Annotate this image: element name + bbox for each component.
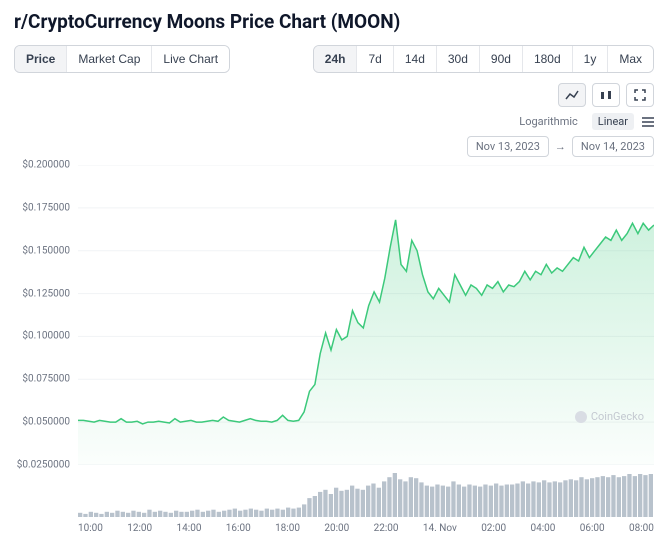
range-tab-1y[interactable]: 1y xyxy=(573,46,609,72)
candlestick-toggle-icon[interactable] xyxy=(592,83,620,107)
x-tick-label: 18:00 xyxy=(275,523,300,534)
y-tick-label: $0.075000 xyxy=(22,374,70,385)
y-tick-label: $0.100000 xyxy=(22,331,70,342)
range-tab-max[interactable]: Max xyxy=(608,46,653,72)
y-axis-labels: $0.200000$0.175000$0.150000$0.125000$0.1… xyxy=(14,165,74,465)
logarithmic-toggle[interactable]: Logarithmic xyxy=(513,113,584,130)
y-tick-label: $0.0250000 xyxy=(17,460,70,471)
x-tick-label: 16:00 xyxy=(226,523,251,534)
metric-tab-market-cap[interactable]: Market Cap xyxy=(67,46,152,72)
metric-tab-price[interactable]: Price xyxy=(15,46,67,72)
fullscreen-icon[interactable] xyxy=(626,83,654,107)
range-tab-30d[interactable]: 30d xyxy=(437,46,480,72)
y-tick-label: $0.125000 xyxy=(22,288,70,299)
range-tab-7d[interactable]: 7d xyxy=(357,46,393,72)
coingecko-icon xyxy=(575,411,587,423)
tool-row xyxy=(14,83,654,107)
date-from[interactable]: Nov 13, 2023 xyxy=(467,136,549,157)
x-tick-label: 14. Nov xyxy=(423,523,457,534)
controls-row: PriceMarket CapLive Chart 24h7d14d30d90d… xyxy=(14,45,654,73)
volume-bars xyxy=(78,469,654,517)
linear-toggle[interactable]: Linear xyxy=(592,113,634,130)
range-tab-24h[interactable]: 24h xyxy=(314,46,358,72)
price-chart: $0.200000$0.175000$0.150000$0.125000$0.1… xyxy=(14,165,654,465)
x-tick-label: 10:00 xyxy=(78,523,103,534)
line-chart-toggle-icon[interactable] xyxy=(558,83,586,107)
date-to[interactable]: Nov 14, 2023 xyxy=(572,136,654,157)
watermark: CoinGecko xyxy=(575,410,644,423)
x-tick-label: 02:00 xyxy=(481,523,506,534)
x-tick-label: 06:00 xyxy=(580,523,605,534)
page-title: r/CryptoCurrency Moons Price Chart (MOON… xyxy=(14,10,654,33)
y-tick-label: $0.200000 xyxy=(22,160,70,171)
x-tick-label: 14:00 xyxy=(177,523,202,534)
range-tab-14d[interactable]: 14d xyxy=(394,46,437,72)
metric-tab-live-chart[interactable]: Live Chart xyxy=(152,46,229,72)
range-tabs: 24h7d14d30d90d180d1yMax xyxy=(313,45,654,73)
x-tick-label: 08:00 xyxy=(629,523,654,534)
x-axis-labels: 10:00 12:00 14:00 16:00 18:00 20:00 22:00 14. N… xyxy=(14,523,654,534)
y-tick-label: $0.175000 xyxy=(22,202,70,213)
x-tick-label: 22:00 xyxy=(374,523,399,534)
y-tick-label: $0.050000 xyxy=(22,417,70,428)
volume-chart xyxy=(14,469,654,517)
date-row: Nov 13, 2023 → Nov 14, 2023 xyxy=(14,136,654,157)
x-tick-label: 20:00 xyxy=(324,523,349,534)
watermark-text: CoinGecko xyxy=(591,410,644,423)
y-tick-label: $0.150000 xyxy=(22,245,70,256)
menu-icon[interactable] xyxy=(642,117,654,127)
x-tick-label: 04:00 xyxy=(530,523,555,534)
chart-plot-area[interactable]: CoinGecko xyxy=(78,165,654,465)
range-tab-90d[interactable]: 90d xyxy=(480,46,523,72)
metric-tabs: PriceMarket CapLive Chart xyxy=(14,45,230,73)
x-tick-label: 12:00 xyxy=(127,523,152,534)
scale-row: Logarithmic Linear xyxy=(14,113,654,130)
date-separator: → xyxy=(555,140,566,153)
range-tab-180d[interactable]: 180d xyxy=(523,46,573,72)
